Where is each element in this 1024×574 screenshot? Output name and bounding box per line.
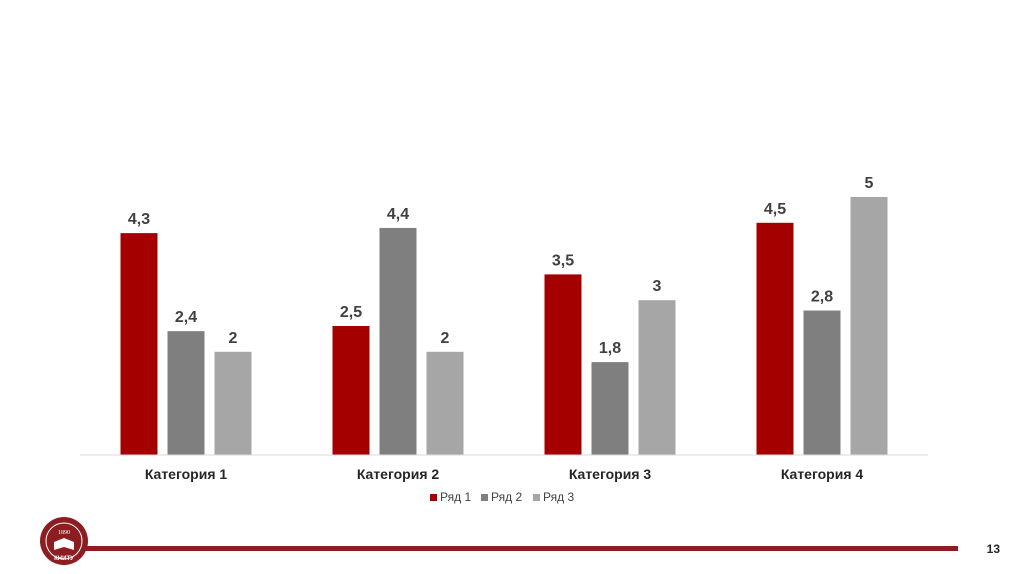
bar-4-series-1: [756, 222, 794, 455]
bar-3-series-3: [638, 300, 676, 455]
data-label-3-series-1: 3,5: [552, 252, 574, 269]
legend-swatch-series-1: [430, 494, 437, 501]
data-label-4-series-3: 5: [865, 175, 874, 192]
data-label-3-series-2: 1,8: [599, 340, 621, 357]
category-label-3: Категория 3: [569, 466, 652, 482]
category-label-1: Категория 1: [145, 466, 228, 482]
bar-1-series-2: [167, 331, 205, 455]
footer-divider: [84, 546, 958, 551]
legend-label-series-3: Ряд 3: [543, 490, 574, 504]
chart-value-labels: 4,3 2,4 2 2,5 4,4 2 3,5 1,8 3 4,5 2,8 5: [128, 175, 874, 357]
data-label-1-series-3: 2: [229, 330, 238, 347]
legend-label-series-2: Ряд 2: [491, 490, 522, 504]
data-label-4-series-2: 2,8: [811, 289, 833, 306]
bar-2-series-2: [379, 227, 417, 455]
page-number: 13: [986, 542, 1000, 556]
data-label-2-series-3: 2: [441, 330, 450, 347]
bar-2-series-1: [332, 326, 370, 455]
category-label-2: Категория 2: [357, 466, 440, 482]
university-logo: 1890 КНИТУ: [40, 517, 88, 565]
legend-swatch-series-3: [533, 494, 540, 501]
bar-1-series-3: [214, 351, 252, 455]
data-label-2-series-1: 2,5: [340, 304, 362, 321]
legend-swatch-series-2: [481, 494, 488, 501]
category-label-4: Категория 4: [781, 466, 864, 482]
data-label-3-series-3: 3: [653, 278, 662, 295]
bar-3-series-2: [591, 362, 629, 455]
bar-1-series-1: [120, 233, 158, 455]
logo-year: 1890: [58, 530, 70, 536]
data-label-2-series-2: 4,4: [387, 206, 409, 223]
chart-bars: [120, 197, 888, 455]
chart-legend: Ряд 1 Ряд 2 Ряд 3: [430, 490, 574, 504]
bar-4-series-3: [850, 197, 888, 455]
bar-3-series-1: [544, 274, 582, 455]
data-label-4-series-1: 4,5: [764, 201, 786, 218]
data-label-1-series-1: 4,3: [128, 211, 150, 228]
bar-4-series-2: [803, 310, 841, 455]
data-label-1-series-2: 2,4: [175, 309, 197, 326]
bar-2-series-3: [426, 351, 464, 455]
legend-label-series-1: Ряд 1: [440, 490, 471, 504]
x-axis-tick-labels: Категория 1 Категория 2 Категория 3 Категор…: [145, 466, 864, 482]
logo-text: КНИТУ: [54, 556, 74, 562]
